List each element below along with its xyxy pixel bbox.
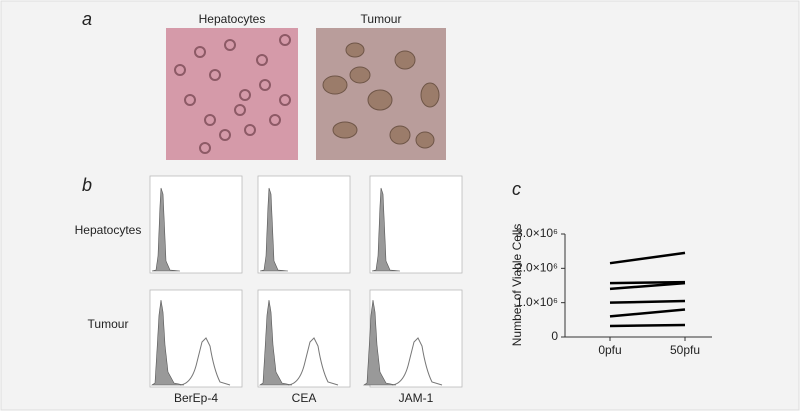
series-line xyxy=(609,323,686,328)
series-line xyxy=(609,308,686,318)
histogram xyxy=(257,175,351,274)
image-label: Tumour xyxy=(361,12,402,26)
histogram xyxy=(364,289,463,388)
panel-letter: b xyxy=(82,175,92,195)
y-tick-label: 2.0×10⁶ xyxy=(516,261,558,275)
row-label: Hepatocytes xyxy=(75,223,142,237)
column-label: BerEp-4 xyxy=(174,391,218,405)
micrograph xyxy=(316,28,446,160)
histogram xyxy=(149,289,243,388)
series-line xyxy=(609,299,686,304)
image-label: Hepatocytes xyxy=(199,12,266,26)
x-tick-label: 0pfu xyxy=(598,343,621,357)
histogram xyxy=(149,175,243,274)
series-line xyxy=(609,281,686,291)
series-line xyxy=(609,251,686,265)
series-line xyxy=(609,280,686,285)
y-tick-label: 0 xyxy=(551,329,558,343)
y-tick-label: 1.0×10⁶ xyxy=(516,295,558,309)
histogram xyxy=(369,175,463,274)
y-axis-label: Number of Viable Cells xyxy=(510,224,524,347)
column-label: CEA xyxy=(292,391,317,405)
micrograph xyxy=(166,28,298,160)
panel-letter: c xyxy=(512,179,521,199)
histogram xyxy=(257,289,351,388)
panel-letter: a xyxy=(82,9,92,29)
y-tick-label: 3.0×10⁶ xyxy=(516,226,558,240)
row-label: Tumour xyxy=(88,317,129,331)
column-label: JAM-1 xyxy=(399,391,434,405)
x-tick-label: 50pfu xyxy=(670,343,700,357)
